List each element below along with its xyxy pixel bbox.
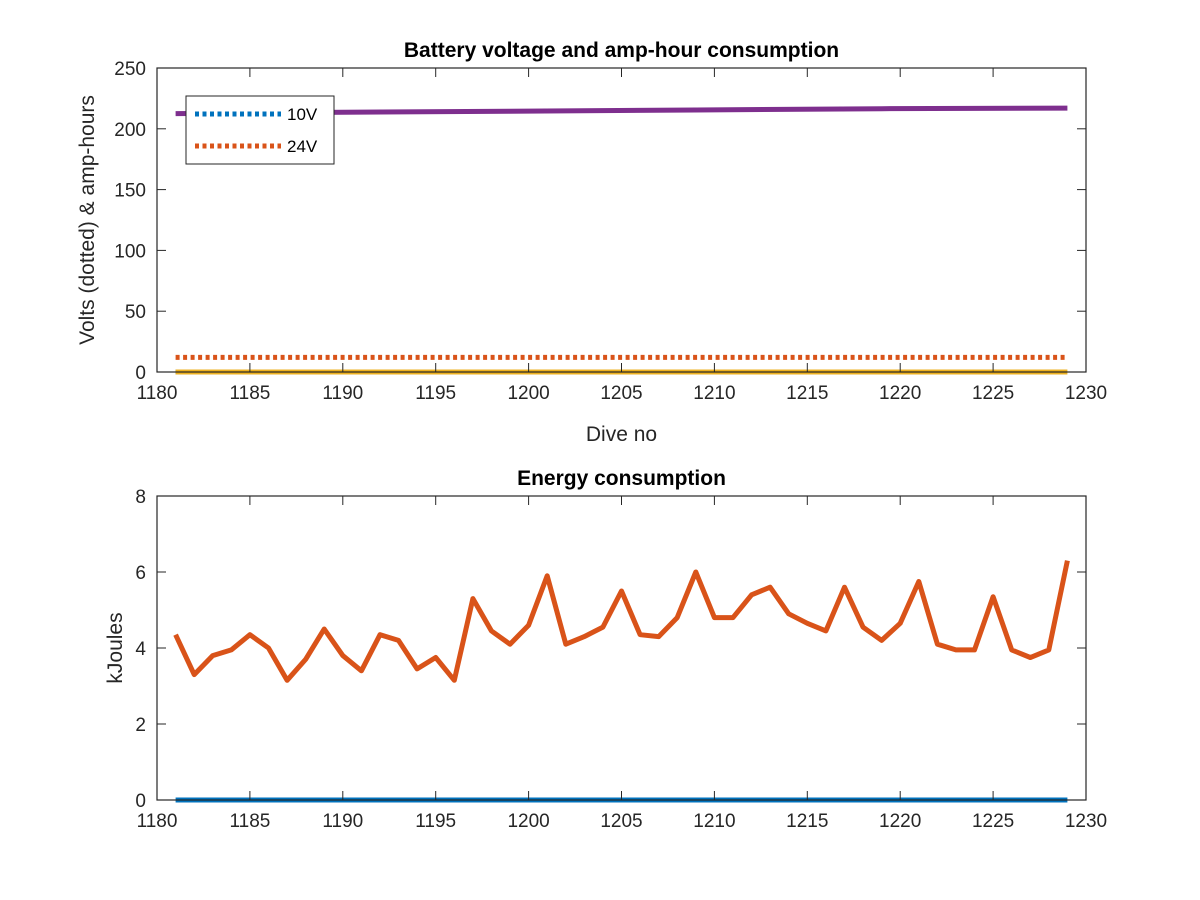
battery-x-tick-label: 1220 <box>879 383 921 404</box>
battery-voltage-chart: 1180 1185 1190 1195 1200 1205 1210 1215 1220 1225… <box>76 39 1107 446</box>
battery-y-axis-label: Volts (dotted) & amp-hours <box>76 95 99 345</box>
energy-y-axis-label: kJoules <box>104 612 127 683</box>
energy-x-tick-label: 1205 <box>600 811 642 832</box>
battery-x-tick-label: 1205 <box>600 383 642 404</box>
energy-consumption-chart: 1180 1185 1190 1195 1200 1205 1210 1215 1220 1225… <box>104 467 1107 832</box>
energy-x-tick-label: 1185 <box>229 811 270 832</box>
battery-ticks-layer: 1180 1185 1190 1195 1200 1205 1210 1215 1220 1225… <box>114 59 1107 404</box>
energy-x-tick-label: 1210 <box>693 811 735 832</box>
battery-x-tick-label: 1190 <box>322 383 363 404</box>
energy-x-tick-label: 1190 <box>322 811 363 832</box>
battery-y-tick-label: 100 <box>114 241 146 262</box>
energy-x-tick-label: 1225 <box>972 811 1014 832</box>
energy-y-tick-label: 0 <box>135 791 146 812</box>
battery-chart-title: Battery voltage and amp-hour consumption <box>404 39 839 62</box>
energy-chart-title: Energy consumption <box>517 467 726 490</box>
battery-x-tick-label: 1225 <box>972 383 1014 404</box>
battery-x-tick-label: 1215 <box>786 383 828 404</box>
battery-legend-label: 10V <box>287 105 318 124</box>
battery-y-tick-label: 50 <box>125 302 146 323</box>
battery-x-tick-label: 1185 <box>229 383 270 404</box>
energy-y-tick-label: 6 <box>135 563 146 584</box>
battery-legend-label: 24V <box>287 137 318 156</box>
battery-y-tick-label: 250 <box>114 59 146 80</box>
battery-y-tick-label: 150 <box>114 181 146 202</box>
battery-x-tick-label: 1195 <box>415 383 456 404</box>
battery-legend: 10V 24V <box>185 95 335 165</box>
energy-x-tick-label: 1215 <box>786 811 828 832</box>
energy-y-tick-label: 8 <box>135 487 146 508</box>
energy-x-tick-label: 1220 <box>879 811 921 832</box>
battery-x-tick-label: 1210 <box>693 383 735 404</box>
energy-y-tick-label: 2 <box>135 715 146 736</box>
energy-x-tick-label: 1180 <box>137 811 178 832</box>
battery-y-tick-label: 200 <box>114 120 146 141</box>
energy-y-tick-label: 4 <box>135 639 146 660</box>
energy-series-1-line <box>173 560 1070 683</box>
battery-x-tick-label: 1180 <box>137 383 178 404</box>
battery-x-axis-label: Dive no <box>586 423 657 446</box>
battery-y-tick-label: 0 <box>135 363 146 384</box>
battery-legend-box <box>185 95 335 165</box>
energy-x-tick-label: 1200 <box>507 811 549 832</box>
battery-x-tick-label: 1200 <box>507 383 549 404</box>
energy-x-tick-label: 1195 <box>415 811 456 832</box>
battery-x-tick-label: 1230 <box>1065 383 1107 404</box>
energy-x-tick-label: 1230 <box>1065 811 1107 832</box>
energy-ticks-layer: 1180 1185 1190 1195 1200 1205 1210 1215 1220 1225… <box>135 487 1107 832</box>
